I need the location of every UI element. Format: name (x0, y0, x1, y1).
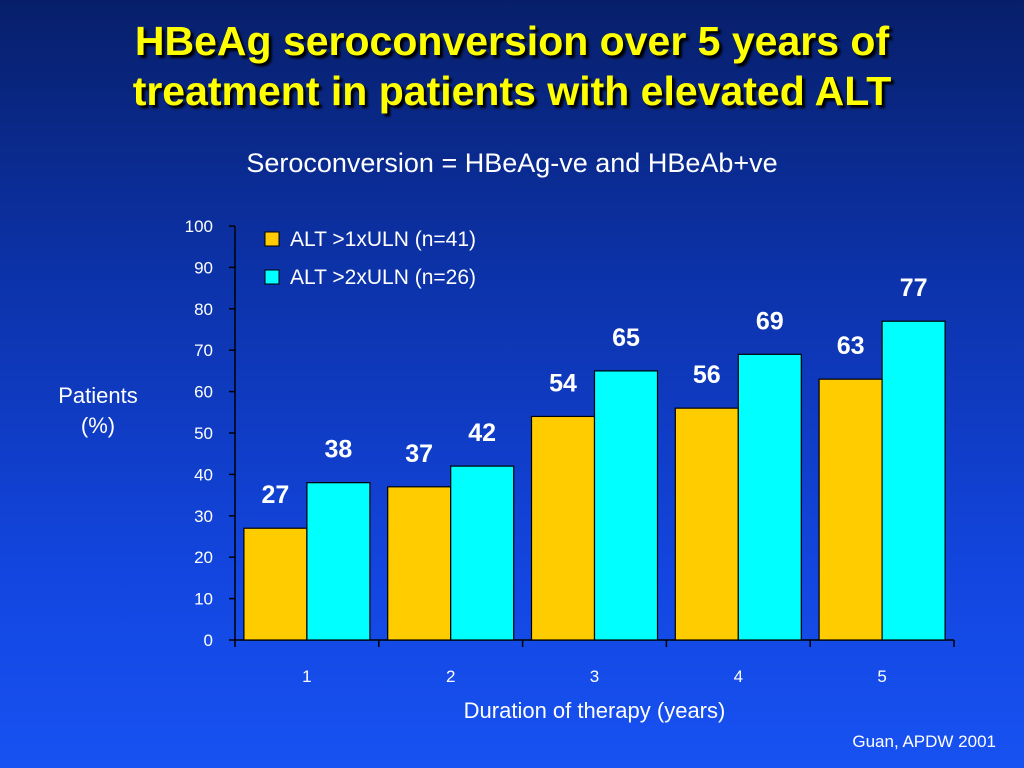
bar-series-1 (243, 527, 308, 641)
y-tick-label: 60 (194, 383, 213, 402)
y-tick-label: 10 (194, 590, 213, 609)
data-label: 77 (900, 274, 928, 302)
y-axis-label-line-2: (%) (80, 413, 116, 438)
x-tick-label: 5 (877, 667, 886, 686)
data-label: 42 (468, 419, 496, 447)
source-credit: Guan, APDW 2001 (852, 732, 996, 751)
bar-series-1 (674, 407, 739, 641)
x-tick-label: 2 (446, 667, 455, 686)
bar-series-2 (450, 465, 515, 641)
legend-swatch-series-1 (264, 231, 280, 247)
data-label: 69 (756, 307, 784, 335)
data-label: 65 (612, 324, 640, 352)
legend-swatch-series-2 (264, 269, 280, 285)
x-axis-label: Duration of therapy (years) (463, 698, 726, 723)
data-label: 56 (693, 361, 721, 389)
legend-label-series-1: ALT >1xULN (n=41) (290, 228, 476, 251)
y-tick-label: 20 (194, 548, 213, 567)
y-tick-label: 80 (194, 300, 213, 319)
bar-series-2 (593, 370, 659, 641)
x-tick-label: 1 (302, 667, 311, 686)
y-axis-label: Patients (%) (38, 381, 158, 441)
bar-series-2 (881, 320, 946, 641)
slide-title-line-1: HBeAg seroconversion over 5 years of (134, 18, 890, 64)
y-tick-label: 40 (194, 465, 213, 484)
legend-label-series-2: ALT >2xULN (n=26) (290, 266, 476, 289)
y-tick-label: 30 (194, 507, 213, 526)
data-label: 63 (837, 332, 865, 360)
slide-title-line-2: treatment in patients with elevated ALT (132, 68, 892, 114)
data-label: 38 (324, 436, 352, 464)
y-tick-label: 0 (204, 631, 213, 650)
bar-series-1 (818, 378, 883, 641)
bar-series-1 (530, 415, 596, 641)
data-label: 37 (405, 440, 433, 468)
x-tick-label: 4 (734, 667, 743, 686)
x-tick-label: 3 (590, 667, 599, 686)
data-label: 54 (549, 369, 577, 397)
y-tick-label: 100 (185, 217, 213, 236)
slide-subtitle: Seroconversion = HBeAg-ve and HBeAb+ve (246, 148, 778, 178)
slide-title: HBeAg seroconversion over 5 years of tre… (0, 16, 1024, 116)
y-tick-label: 70 (194, 341, 213, 360)
data-label: 27 (261, 481, 289, 509)
bar-series-1 (387, 486, 452, 641)
y-tick-label: 90 (194, 258, 213, 277)
y-tick-label: 50 (194, 424, 213, 443)
y-axis-label-line-1: Patients (58, 383, 138, 408)
bar-series-2 (737, 353, 802, 641)
bar-series-2 (306, 482, 371, 641)
